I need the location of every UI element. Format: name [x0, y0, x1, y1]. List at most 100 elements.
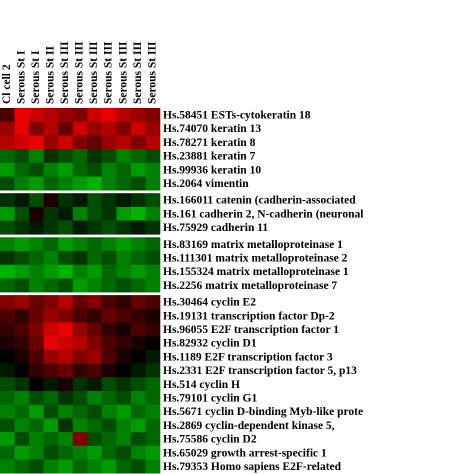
heatmap-cell	[58, 445, 74, 460]
heatmap-cell	[145, 278, 161, 293]
heatmap-cell	[72, 108, 88, 122]
heatmap-cell	[101, 108, 117, 122]
row-label: Hs.65029 growth arrest-specific 1	[163, 447, 327, 459]
heatmap-cell	[87, 336, 103, 351]
heatmap-cell	[116, 121, 132, 136]
heatmap-cell	[14, 363, 30, 378]
heatmap-cell	[130, 349, 146, 364]
heatmap-cell	[130, 176, 146, 191]
column-label: Serous St III	[132, 41, 144, 104]
heatmap-cell	[43, 459, 59, 474]
heatmap-cell	[145, 162, 161, 177]
heatmap-cell	[101, 377, 117, 392]
heatmap-cell	[116, 322, 132, 337]
heatmap-cell	[43, 162, 59, 177]
heatmap-cell	[101, 193, 117, 208]
heatmap-cell	[14, 264, 30, 279]
heatmap-cell	[29, 418, 44, 433]
heatmap-cell	[43, 264, 59, 279]
heatmap-cell	[29, 295, 44, 310]
heatmap-cell	[116, 459, 132, 474]
heatmap-cell	[29, 349, 44, 364]
heatmap-cell	[72, 349, 88, 364]
heatmap-cell	[72, 162, 88, 177]
heatmap-cell	[72, 220, 88, 235]
heatmap-cell	[101, 295, 117, 310]
heatmap-cell	[145, 377, 161, 392]
heatmap-cell	[58, 149, 74, 164]
heatmap-cell	[87, 108, 103, 122]
heatmap-cell	[87, 176, 103, 191]
heatmap-cell	[101, 391, 117, 405]
heatmap-cell	[29, 363, 44, 378]
heatmap-cell	[29, 237, 44, 252]
heatmap-cell	[130, 336, 146, 351]
heatmap-cell	[43, 206, 59, 221]
column-label: Serous St III	[146, 41, 158, 104]
heatmap-cell	[0, 220, 15, 235]
heatmap-cell	[101, 176, 117, 191]
heatmap-cell	[145, 206, 161, 221]
heatmap-cell	[72, 251, 88, 265]
heatmap-cell	[29, 149, 44, 164]
heatmap-cell	[29, 162, 44, 177]
heatmap-cell	[0, 336, 15, 351]
heatmap-cell	[130, 404, 146, 419]
heatmap-cell	[58, 418, 74, 433]
heatmap-cell	[116, 193, 132, 208]
heatmap-cell	[116, 308, 132, 323]
heatmap-cell	[101, 121, 117, 136]
heatmap-cell	[101, 251, 117, 265]
heatmap-cell	[145, 336, 161, 351]
heatmap-cell	[72, 336, 88, 351]
heatmap-cell	[0, 349, 15, 364]
row-label: Hs.75586 cyclin D2	[163, 434, 257, 446]
heatmap-cell	[72, 445, 88, 460]
row-label: Hs.514 cyclin H	[163, 379, 240, 391]
heatmap-cell	[29, 278, 44, 293]
heatmap-cell	[58, 391, 74, 405]
heatmap-cell	[29, 206, 44, 221]
heatmap-cell	[87, 295, 103, 310]
heatmap-cell	[101, 278, 117, 293]
heatmap-cell	[101, 404, 117, 419]
heatmap-cell	[116, 176, 132, 191]
row-label: Hs.19131 transcription factor Dp-2	[163, 310, 335, 322]
heatmap-cell	[130, 308, 146, 323]
heatmap-cell	[87, 278, 103, 293]
heatmap-cell	[29, 432, 44, 447]
heatmap-cell	[130, 377, 146, 392]
row-label: Hs.99936 keratin 10	[163, 164, 261, 176]
heatmap-cell	[0, 418, 15, 433]
heatmap-cell	[72, 135, 88, 150]
heatmap-cell	[58, 237, 74, 252]
heatmap-cell	[101, 220, 117, 235]
heatmap-cell	[116, 206, 132, 221]
heatmap-cell	[130, 363, 146, 378]
heatmap-cell	[0, 363, 15, 378]
row-label: Hs.2869 cyclin-dependent kinase 5,	[163, 420, 335, 432]
heatmap-cell	[29, 108, 44, 122]
heatmap-cell	[116, 220, 132, 235]
heatmap-cell	[72, 121, 88, 136]
column-label: Serous St III	[74, 41, 86, 104]
row-label: Hs.82932 cyclin D1	[163, 338, 257, 350]
heatmap-cell	[43, 121, 59, 136]
heatmap-cell	[130, 108, 146, 122]
heatmap-cell	[43, 322, 59, 337]
heatmap-cell	[145, 251, 161, 265]
heatmap-cell	[58, 206, 74, 221]
heatmap-cell	[43, 135, 59, 150]
heatmap-cell	[87, 363, 103, 378]
heatmap-cell	[145, 445, 161, 460]
heatmap-cell	[145, 432, 161, 447]
heatmap-cell	[43, 278, 59, 293]
heatmap-cell	[101, 162, 117, 177]
heatmap-cell	[145, 121, 161, 136]
heatmap-cell	[58, 432, 74, 447]
row-label: Hs.23881 keratin 7	[163, 151, 256, 163]
heatmap-cell	[101, 264, 117, 279]
heatmap-cell	[72, 206, 88, 221]
column-label: Serous St III	[103, 41, 115, 104]
heatmap-cell	[0, 121, 15, 136]
